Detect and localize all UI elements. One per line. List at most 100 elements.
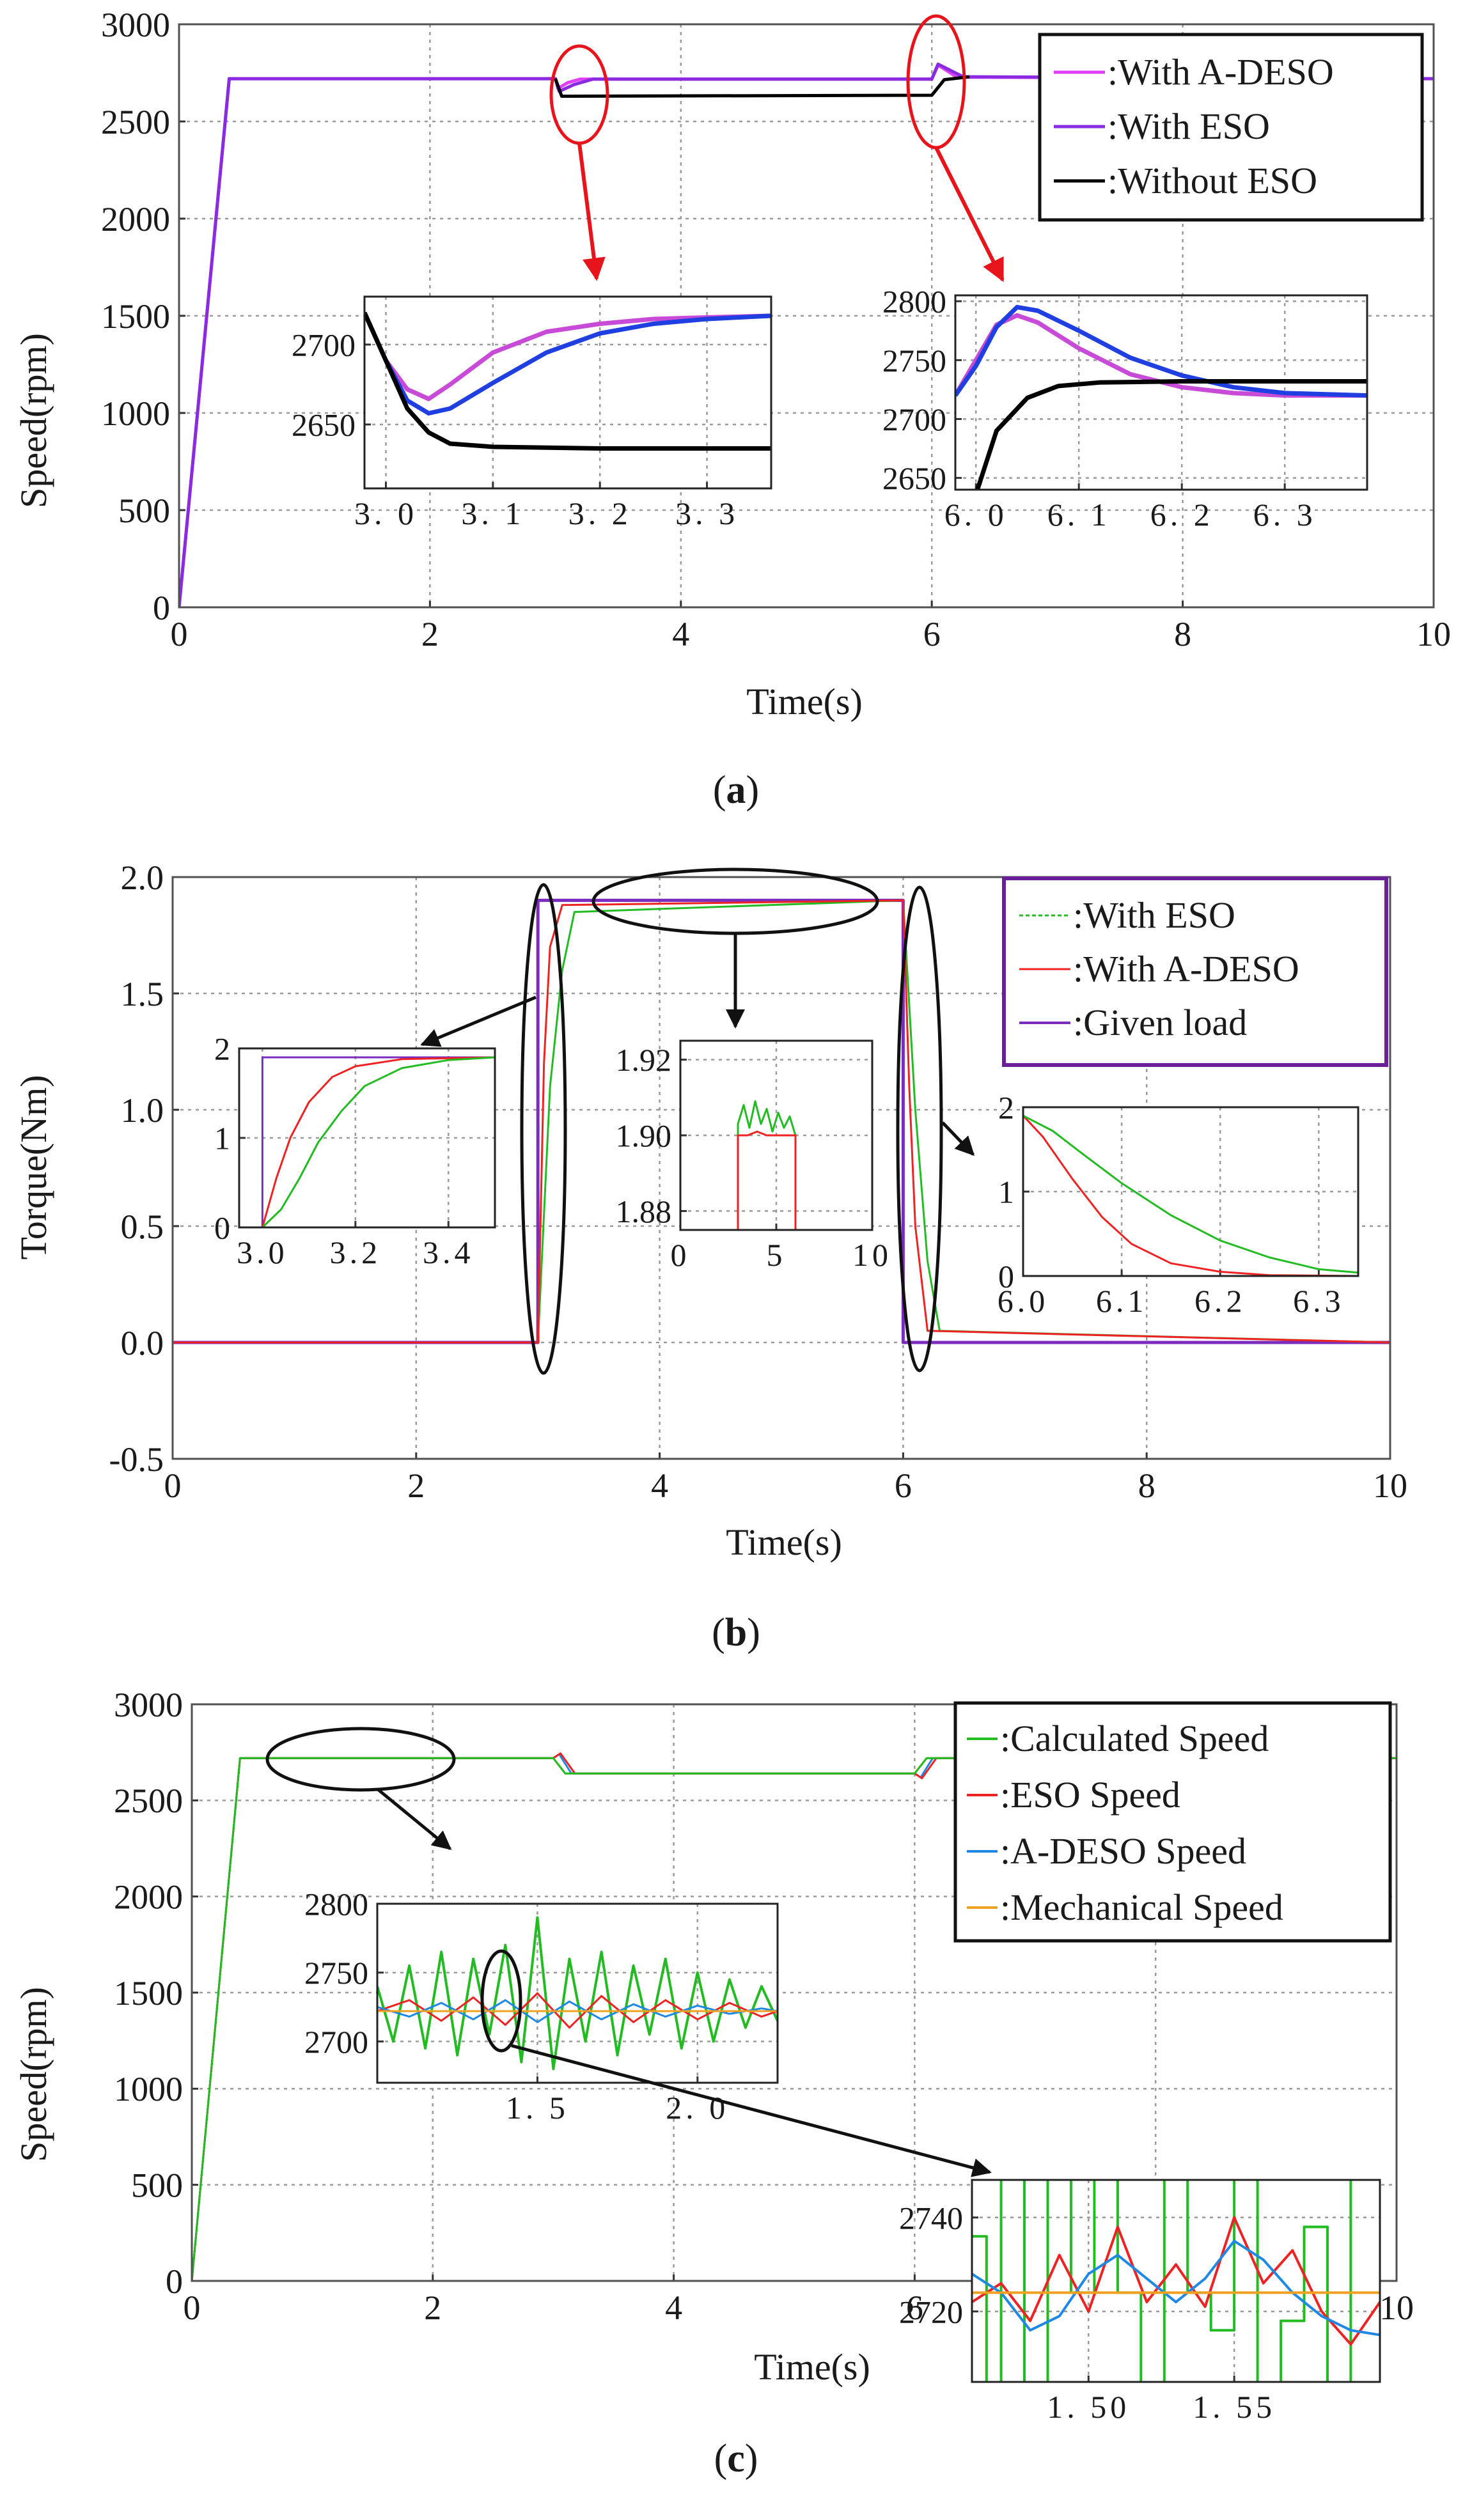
panel-c-ytick-label-6: 3000 xyxy=(114,1686,183,1724)
panel-c-inset-1-series-group xyxy=(377,1916,778,2071)
panel-c-series-calculated-speed xyxy=(192,1757,1397,2281)
panel-b-inset-3-xtick-label-3: 6.3 xyxy=(1293,1283,1345,1319)
panel-b-inset-1-xtick-label-0: 3.0 xyxy=(237,1234,288,1270)
zoom-arrow-a1 xyxy=(577,143,606,281)
legend-label-mechanical: :Mechanical Speed xyxy=(1000,1886,1283,1928)
legend-label-a-deso-speed: :A-DESO Speed xyxy=(1000,1830,1246,1872)
panel-a-series-group xyxy=(179,62,1434,607)
panel-c-ytick-label-3: 1500 xyxy=(114,1974,183,2012)
panel-b-inset-2-ytick-label-1: 1.90 xyxy=(616,1118,672,1154)
panel-b-inset-3-frame xyxy=(1022,1106,1359,1277)
panel-c-inset-1-series-calculated-speed xyxy=(377,1916,778,2071)
panel-b-inset-2-xtick-label-2: 10 xyxy=(852,1237,892,1273)
panel-c-inset-2-series-eso-speed xyxy=(972,2216,1380,2346)
panel-a-inset-1-frame xyxy=(363,295,772,490)
panel-a-inset-1-series-group xyxy=(364,311,771,451)
legend-label-calculated: :Calculated Speed xyxy=(1000,1718,1269,1759)
panel-b-xtick-label-1: 2 xyxy=(407,1466,425,1505)
panel-b-caption-letter: b xyxy=(725,1611,747,1654)
panel-c-ytick-label-1: 500 xyxy=(131,2166,183,2205)
panel-a-inset-2-xtick-label-2: 6. 2 xyxy=(1150,497,1214,533)
panel-a-caption-letter: a xyxy=(726,768,746,812)
panel-a-inset-2-series-without-eso xyxy=(975,379,1367,490)
zoom-marker-ellipse-a2 xyxy=(906,14,966,150)
panel-c-inset-2-ytick-label-0: 2720 xyxy=(899,2294,963,2329)
panel-b-inset-3-ytick-label-1: 1 xyxy=(998,1174,1014,1210)
panel-a-ytick-label-0: 0 xyxy=(153,589,170,627)
panel-c-inset-2-bg xyxy=(971,2179,1381,2383)
zoom-arrow-b1 xyxy=(420,995,536,1047)
panel-b-inset-2-xtick-label-1: 5 xyxy=(767,1237,787,1273)
panel-a-xtick-label-3: 6 xyxy=(923,615,941,653)
panel-b-inset-2-ytick-label-2: 1.92 xyxy=(616,1042,672,1078)
panel-a-inset-1: 3. 0 3. 1 3. 2 3. 3 2650 2700 xyxy=(292,295,772,531)
panel-b: 0 2 4 6 8 10-0.50.00.51.01.52.0 Time(s) Torqu… xyxy=(13,859,1407,1654)
panel-b-inset-2-ytick-label-0: 1.88 xyxy=(616,1194,672,1229)
panel-c-ylabel: Speed(rpm) xyxy=(13,1987,54,2162)
panel-a-inset-2: 6. 0 6. 1 6. 2 6. 3 2650 2700 2750 2800 xyxy=(882,284,1368,533)
panel-b-inset-1: 3.0 3.2 3.4 0 1 2 xyxy=(214,1031,496,1270)
panel-a-series-without-eso xyxy=(554,75,970,98)
panel-a-inset-2-ytick-label-3: 2800 xyxy=(882,284,946,320)
panel-b-xlabel: Time(s) xyxy=(726,1521,842,1563)
panel-a-xtick-label-2: 4 xyxy=(672,615,689,653)
panel-a-inset-1-xtick-label-0: 3. 0 xyxy=(354,495,418,531)
legend-label-without-eso: :Without ESO xyxy=(1108,160,1317,201)
panel-c-ytick-label-0: 0 xyxy=(166,2262,183,2301)
zoom-marker-ellipse-b1 xyxy=(520,883,567,1375)
panel-b-inset-2-frame xyxy=(679,1039,873,1231)
legend-label-with-eso: :With ESO xyxy=(1073,894,1235,936)
panel-c-inset-1-ytick-label-2: 2800 xyxy=(304,1886,368,1922)
panel-b-inset-1-series-with-eso xyxy=(239,1056,495,1227)
panel-c-inset-2-series-a-deso-speed xyxy=(972,2239,1380,2337)
panel-c-inset-2-xtick-label-1: 1. 55 xyxy=(1193,2389,1276,2425)
panel-b-frame xyxy=(171,876,1391,1460)
zoom-marker-ellipse-c2 xyxy=(480,1949,522,2053)
panel-a-xtick-label-1: 2 xyxy=(421,615,439,653)
panel-b-inset-3-series-group xyxy=(1023,1114,1358,1276)
panel-b-ytick-label-5: 2.0 xyxy=(121,859,164,897)
panel-b-inset-3-ytick-label-2: 2 xyxy=(998,1090,1014,1126)
panel-a-caption: (a) xyxy=(713,768,759,812)
panel-a-legend: :With A-DESO :With ESO :Without ESO xyxy=(1038,33,1424,222)
panel-c-inset-2-series-calculated-speed xyxy=(972,2180,1352,2382)
panel-c-xlabel: Time(s) xyxy=(754,2346,870,2388)
panel-a-ytick-label-5: 2500 xyxy=(101,103,170,141)
panel-c-inset-2-xtick-label-0: 1. 50 xyxy=(1047,2389,1130,2425)
panel-b-plot: 0 2 4 6 8 10-0.50.00.51.01.52.0 xyxy=(109,859,1407,1505)
panel-b-ytick-label-1: 0.0 xyxy=(121,1324,164,1362)
panel-a-inset-1-xtick-label-1: 3. 1 xyxy=(461,495,524,531)
panel-c-inset-2: 1. 50 1. 55 2720 2740 xyxy=(899,2179,1381,2425)
panel-b-inset-1-bg xyxy=(238,1047,496,1229)
panel-b-inset-2-series-with-eso xyxy=(737,1100,797,1230)
panel-a-inset-2-xtick-label-1: 6. 1 xyxy=(1047,497,1111,533)
panel-a-inset-1-series-with-a-deso xyxy=(364,311,771,401)
panel-b-caption: (b) xyxy=(712,1611,760,1654)
zoom-arrow-a2 xyxy=(934,146,1005,283)
panel-c-inset-1-ytick-label-0: 2700 xyxy=(304,2024,368,2060)
panel-b-xtick-label-3: 6 xyxy=(895,1466,912,1505)
panel-a-inset-1-xtick-label-2: 3. 2 xyxy=(568,495,632,531)
panel-b-inset-3-series-with-a-deso xyxy=(1023,1115,1358,1276)
zoom-marker-ellipse-b3 xyxy=(896,885,943,1373)
panel-a-inset-2-series-group xyxy=(955,304,1367,490)
panel-b-series-with-a-deso xyxy=(173,899,1390,1344)
panel-c-legend-box xyxy=(953,1701,1392,1943)
panel-b-inset-2-series-group xyxy=(737,1100,797,1230)
panel-a-inset-1-xtick-label-3: 3. 3 xyxy=(675,495,739,531)
panel-a-ytick-label-1: 500 xyxy=(118,492,170,530)
panel-a-xlabel: Time(s) xyxy=(746,681,863,722)
panel-b-inset-1-xtick-label-1: 3.2 xyxy=(330,1234,382,1270)
panel-b-inset-1-series-with-a-deso xyxy=(239,1056,495,1227)
panel-c-inset-2-frame xyxy=(971,2179,1381,2383)
panel-a-inset-2-ytick-label-1: 2700 xyxy=(882,401,946,437)
panel-c-inset-1-frame xyxy=(376,1902,779,2084)
panel-a-ytick-label-6: 3000 xyxy=(101,6,170,44)
panel-b-inset-1-series-given-load xyxy=(239,1056,495,1227)
panel-b-inset-1-ytick-label-1: 1 xyxy=(214,1121,230,1156)
panel-a-inset-2-xtick-label-3: 6. 3 xyxy=(1253,497,1317,533)
panel-c-caption: (c) xyxy=(714,2437,758,2480)
panel-b-ytick-label-4: 1.5 xyxy=(121,975,164,1013)
panel-c-inset-1-xtick-label-0: 1. 5 xyxy=(506,2090,569,2126)
